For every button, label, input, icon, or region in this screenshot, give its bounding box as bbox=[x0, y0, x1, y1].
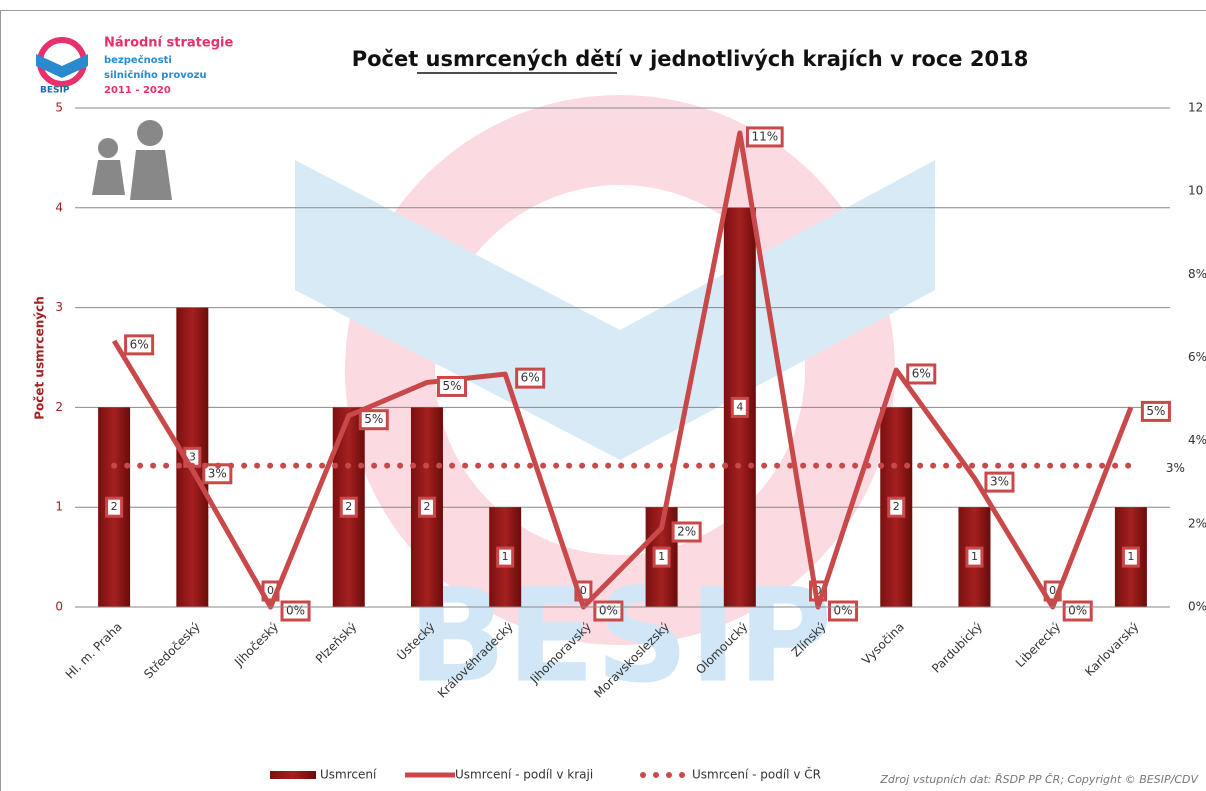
chart: BESIP BESIP Národní strategie bezpečnost… bbox=[0, 0, 1206, 791]
logo: BESIP Národní strategie bezpečnosti siln… bbox=[36, 36, 233, 97]
value-label: 1 bbox=[502, 550, 509, 563]
value-label: 5% bbox=[364, 412, 383, 426]
value-label: 0% bbox=[599, 604, 618, 618]
logo-line: Národní strategie bbox=[104, 36, 233, 51]
x-tick-label: Jihočeský bbox=[231, 620, 281, 670]
y-tick-label: 1 bbox=[55, 500, 63, 514]
x-tick-label: Karlovarský bbox=[1082, 620, 1141, 679]
value-label: 0% bbox=[286, 604, 305, 618]
value-label: 4 bbox=[736, 400, 743, 413]
value-label: 5% bbox=[442, 379, 461, 393]
x-tick-label: Hl. m. Praha bbox=[63, 620, 125, 682]
legend-label: Usmrcení - podíl v kraji bbox=[455, 768, 593, 782]
value-label: 3% bbox=[990, 475, 1009, 489]
legend-label: Usmrcení - podíl v ČR bbox=[692, 767, 821, 782]
logo-line: silničního provozu bbox=[104, 69, 207, 81]
x-tick-label: Pardubický bbox=[929, 620, 985, 676]
watermark-text: BESIP bbox=[407, 560, 832, 712]
source: Zdroj vstupních dat: ŘSDP PP ČR; Copyrig… bbox=[879, 773, 1199, 786]
y-tick-label: 4 bbox=[55, 200, 63, 214]
value-label: 2 bbox=[423, 500, 430, 513]
y2-tick-label: 2% bbox=[1188, 516, 1206, 530]
y-axis-label: Počet usmrcených bbox=[33, 296, 47, 420]
y2-tick-label: 6% bbox=[1188, 350, 1206, 364]
value-label: 1 bbox=[658, 550, 665, 563]
value-label: 3% bbox=[1166, 461, 1185, 475]
value-label: 5% bbox=[1146, 404, 1165, 418]
logo-line: bezpečnosti bbox=[104, 54, 172, 66]
value-label: 11% bbox=[751, 129, 778, 143]
y2-tick-label: 8% bbox=[1188, 267, 1206, 281]
logo-brand: BESIP bbox=[40, 86, 70, 96]
value-label: 6% bbox=[912, 366, 931, 380]
x-tick-label: Vysočina bbox=[859, 620, 907, 668]
value-label: 2 bbox=[893, 500, 900, 513]
y2-tick-label: 4% bbox=[1188, 433, 1206, 447]
y2-tick-label: 0% bbox=[1188, 600, 1206, 614]
x-tick-label: Středočeský bbox=[141, 620, 203, 682]
y-tick-label: 2 bbox=[55, 400, 63, 414]
legend-swatch bbox=[270, 771, 316, 779]
legend-label: Usmrcení bbox=[320, 768, 377, 782]
y-tick-label: 3 bbox=[55, 300, 63, 314]
chart-title: Počet usmrcených dětí v jednotlivých kra… bbox=[352, 47, 1029, 71]
y-tick-label: 0 bbox=[55, 600, 63, 614]
value-label: 1 bbox=[971, 550, 978, 563]
y2-tick-label: 10 bbox=[1188, 184, 1203, 198]
x-tick-label: Plzeňský bbox=[313, 620, 359, 666]
value-label: 6% bbox=[130, 337, 149, 351]
children-icon bbox=[92, 120, 172, 200]
value-label: 1 bbox=[1127, 550, 1134, 563]
x-tick-label: Liberecký bbox=[1013, 620, 1063, 670]
value-label: 0% bbox=[1068, 604, 1087, 618]
y-tick-label: 5 bbox=[55, 101, 63, 115]
value-label: 2% bbox=[677, 524, 696, 538]
value-label: 2 bbox=[111, 500, 118, 513]
value-label: 2 bbox=[345, 500, 352, 513]
y2-tick-label: 12 bbox=[1188, 101, 1203, 115]
logo-line: 2011 - 2020 bbox=[104, 85, 171, 96]
value-label: 0% bbox=[834, 604, 853, 618]
watermark: BESIP bbox=[295, 140, 935, 712]
value-label: 6% bbox=[521, 371, 540, 385]
